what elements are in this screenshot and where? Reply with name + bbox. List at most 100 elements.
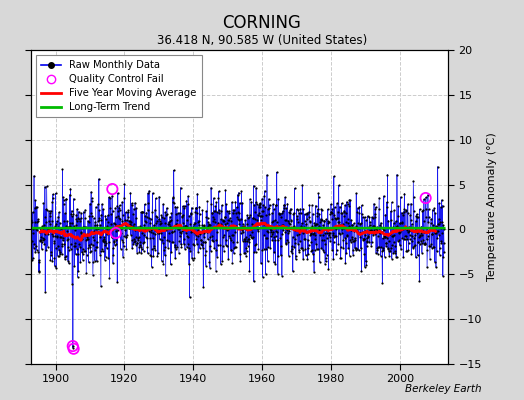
- Point: [218, 202, 226, 208]
- Point: [74, 251, 83, 258]
- Point: [91, 219, 100, 225]
- Point: [372, 204, 380, 210]
- Point: [437, 240, 445, 246]
- Point: [292, 253, 300, 259]
- Point: [122, 209, 130, 215]
- Point: [255, 202, 263, 209]
- Point: [142, 218, 150, 225]
- Point: [368, 238, 376, 245]
- Point: [364, 213, 372, 219]
- Point: [387, 244, 395, 251]
- Point: [189, 240, 197, 247]
- Point: [433, 228, 441, 234]
- Point: [344, 245, 352, 252]
- Point: [240, 236, 248, 242]
- Point: [172, 221, 181, 228]
- Point: [286, 221, 294, 228]
- Point: [69, 346, 78, 352]
- Point: [429, 244, 438, 250]
- Point: [220, 218, 228, 224]
- Point: [378, 244, 387, 251]
- Point: [429, 222, 438, 228]
- Point: [407, 250, 416, 257]
- Point: [30, 240, 38, 247]
- Point: [289, 224, 297, 230]
- Point: [148, 190, 157, 196]
- Point: [195, 203, 203, 210]
- Point: [352, 247, 360, 254]
- Point: [194, 218, 203, 224]
- Point: [377, 224, 385, 230]
- Point: [354, 229, 363, 236]
- Point: [96, 283, 105, 290]
- Point: [352, 223, 361, 230]
- Point: [200, 234, 209, 240]
- Point: [247, 226, 255, 232]
- Point: [355, 225, 363, 231]
- Point: [294, 246, 303, 253]
- Point: [437, 225, 445, 232]
- Point: [219, 218, 227, 224]
- Point: [368, 214, 377, 221]
- Point: [145, 214, 154, 221]
- Point: [417, 238, 425, 244]
- Point: [132, 215, 140, 222]
- Point: [355, 220, 364, 227]
- Point: [421, 240, 429, 246]
- Point: [302, 220, 310, 227]
- Point: [83, 236, 91, 242]
- Point: [414, 239, 423, 245]
- Point: [158, 258, 166, 264]
- Point: [95, 176, 103, 182]
- Point: [318, 207, 326, 213]
- Point: [390, 207, 398, 214]
- Point: [425, 228, 433, 234]
- Point: [100, 234, 108, 240]
- Point: [86, 248, 95, 254]
- Title: 36.418 N, 90.585 W (United States): 36.418 N, 90.585 W (United States): [0, 399, 1, 400]
- Point: [115, 221, 124, 228]
- Point: [257, 212, 266, 219]
- Point: [343, 232, 352, 238]
- Point: [274, 196, 282, 202]
- Point: [117, 224, 126, 231]
- Point: [357, 202, 366, 209]
- Point: [139, 225, 148, 231]
- Point: [401, 233, 409, 239]
- Point: [183, 201, 192, 208]
- Point: [38, 237, 47, 243]
- Point: [276, 210, 285, 217]
- Point: [326, 211, 335, 218]
- Point: [190, 221, 198, 228]
- Point: [397, 220, 406, 226]
- Point: [350, 238, 358, 244]
- Point: [254, 226, 263, 233]
- Point: [78, 257, 86, 263]
- Point: [209, 238, 217, 244]
- Point: [108, 208, 117, 214]
- Point: [302, 210, 311, 217]
- Point: [102, 245, 111, 251]
- Point: [269, 259, 278, 266]
- Point: [188, 255, 196, 262]
- Point: [70, 223, 78, 229]
- Point: [214, 222, 222, 228]
- Point: [252, 184, 260, 191]
- Point: [45, 210, 53, 216]
- Point: [246, 196, 254, 202]
- Point: [67, 246, 75, 252]
- Point: [212, 247, 221, 254]
- Point: [243, 238, 252, 244]
- Point: [104, 238, 113, 245]
- Point: [403, 201, 412, 207]
- Point: [107, 226, 116, 233]
- Point: [243, 221, 251, 228]
- Point: [407, 221, 416, 228]
- Point: [315, 259, 324, 265]
- Point: [241, 238, 249, 244]
- Point: [80, 224, 88, 230]
- Point: [36, 237, 44, 243]
- Point: [402, 247, 411, 254]
- Point: [299, 256, 308, 262]
- Point: [118, 212, 127, 218]
